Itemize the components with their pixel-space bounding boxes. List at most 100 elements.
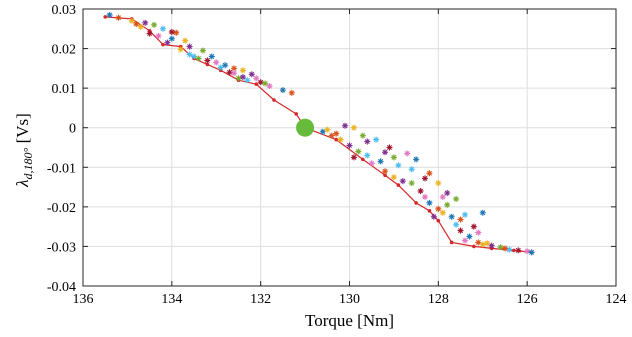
scatter-point [390, 154, 397, 161]
scatter-point [382, 168, 389, 175]
scatter-point [159, 25, 166, 32]
x-tick-label: 130 [339, 292, 360, 307]
scatter-point [208, 53, 215, 60]
line-point [205, 62, 210, 67]
scatter-point [506, 246, 513, 253]
scatter-point [350, 154, 357, 161]
y-tick-label: -0.01 [47, 161, 76, 176]
scatter-point [164, 39, 171, 46]
scatter-point [422, 193, 429, 200]
scatter-point [262, 80, 269, 87]
scatter-point [373, 136, 380, 143]
y-tick-label: 0 [69, 122, 76, 137]
scatter-point [133, 21, 140, 28]
scatter-point [364, 138, 371, 145]
scatter-point [475, 229, 482, 236]
scatter-point [168, 35, 175, 42]
scatter-point [191, 53, 198, 60]
scatter-point [457, 227, 464, 234]
scatter-point [359, 132, 366, 139]
scatter-point [213, 59, 220, 66]
tick-labels: 136 134 132 130 128 126 124 -0.04 -0.03 -0.02 -0.0… [47, 3, 627, 307]
plot-border [82, 8, 617, 287]
scatter-point [288, 89, 295, 96]
scatter-point [226, 69, 233, 76]
scatter-point [466, 233, 473, 240]
scatter-point [457, 216, 464, 223]
scatter-point [115, 14, 122, 21]
highlight-point [296, 118, 315, 137]
scatter-point [364, 152, 371, 159]
scatter-point [497, 244, 504, 251]
scatter-point [453, 221, 460, 228]
scatter-point [244, 77, 251, 84]
x-tick-label: 136 [73, 292, 94, 307]
scatter-point [151, 21, 158, 28]
line-point [396, 183, 401, 187]
x-axis-label: Torque [Nm] [305, 311, 394, 330]
scatter-point [106, 11, 113, 18]
scatter-point [128, 17, 135, 24]
scatter-point [231, 70, 238, 77]
scatter-point [408, 180, 415, 187]
scatter-point [248, 71, 255, 78]
scatter-point [488, 242, 495, 249]
scatter-point [217, 64, 224, 71]
scatter-point [439, 193, 446, 200]
line-point [254, 82, 259, 86]
scatter-point [515, 247, 522, 254]
scatter-point [408, 166, 415, 173]
line-point [161, 42, 165, 47]
x-tick-label: 126 [517, 292, 538, 307]
scatter-point [470, 223, 477, 230]
scatter-point [399, 178, 406, 185]
scatter-point [426, 199, 433, 206]
scatter-point [199, 47, 206, 54]
scatter-point [328, 132, 335, 139]
scatter-point [195, 55, 202, 62]
scatter-point [324, 126, 331, 133]
scatter-point [222, 62, 229, 69]
line-point [361, 157, 365, 162]
scatter-point [257, 79, 264, 86]
scatter-point [186, 51, 193, 58]
scatter-point [239, 67, 246, 74]
scatter-point [155, 32, 162, 39]
scatter-point [173, 29, 180, 36]
y-tick-label: -0.02 [47, 201, 76, 216]
scatter-point [461, 211, 468, 218]
scatter-point [253, 75, 260, 82]
line-point [512, 248, 516, 253]
scatter-point [355, 148, 362, 155]
scatter-point [142, 19, 149, 26]
y-axis-label-main: λ [13, 179, 32, 187]
scatter-point [204, 57, 211, 64]
y-axis-label-sub: d,180° [21, 147, 35, 179]
scatter-point [342, 122, 349, 129]
scatter-point [417, 188, 424, 195]
scatter-point [435, 180, 442, 187]
scatter-point [177, 46, 184, 53]
scatter-point [337, 136, 344, 143]
scatter-point [524, 248, 531, 255]
scatter-point [382, 149, 389, 156]
scatter-point [413, 156, 420, 163]
scatter-point [137, 23, 144, 30]
scatter-point [235, 75, 242, 82]
line-point [436, 218, 441, 223]
x-tick-label: 134 [161, 292, 182, 307]
scatter-point [146, 30, 153, 37]
scatter-point [346, 142, 353, 149]
scatter-point [279, 87, 286, 94]
scatter-series [106, 11, 535, 256]
scatter-point [377, 158, 384, 165]
line-point [472, 244, 476, 249]
highlight-marker [296, 118, 315, 137]
scatter-point [404, 150, 411, 157]
line-point [449, 240, 454, 245]
scatter-point [484, 240, 491, 247]
scatter-point [439, 209, 446, 216]
scatter-point [430, 213, 437, 220]
scatter-point [422, 175, 429, 182]
line-point [383, 173, 387, 177]
